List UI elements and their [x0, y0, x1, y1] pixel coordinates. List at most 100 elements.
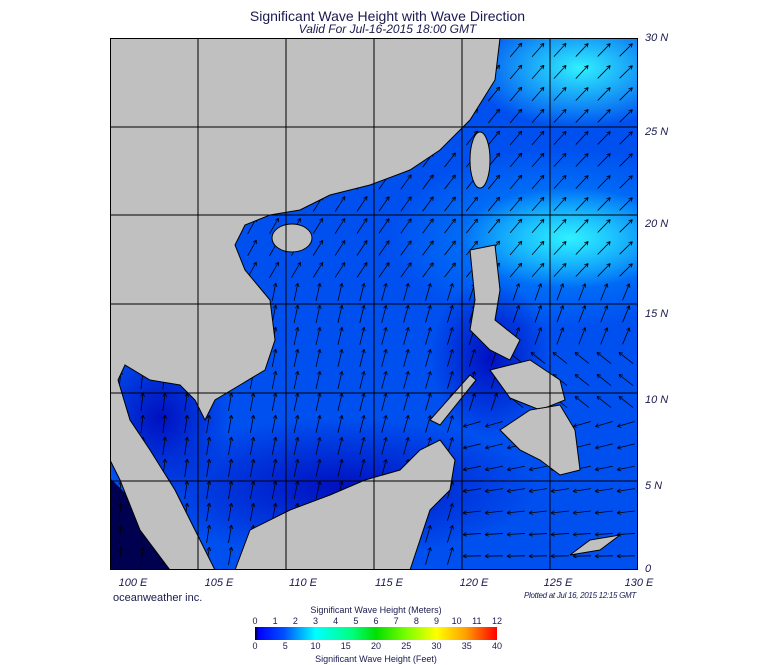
wave-arrow — [359, 326, 366, 345]
wave-arrow — [600, 283, 609, 301]
wave-arrow — [550, 553, 570, 559]
wave-arrow — [528, 532, 548, 537]
wave-arrow — [425, 393, 432, 411]
wave-arrow — [315, 436, 322, 455]
wave-arrow — [337, 392, 344, 411]
colorbar-tick: 30 — [431, 641, 442, 651]
wave-arrow — [574, 352, 590, 364]
wave-arrow — [334, 262, 346, 278]
wave-arrow — [312, 218, 324, 234]
wave-arrow — [512, 305, 520, 323]
wave-arrow — [293, 304, 300, 323]
colorbar-tick: 5 — [282, 641, 288, 651]
plotted-timestamp: Plotted at Jul 16, 2015 12:15 GMT — [524, 591, 636, 600]
map-subtitle: Valid For Jul-16-2015 18:00 GMT — [298, 22, 477, 36]
wave-arrow — [618, 396, 634, 408]
colorbar-tick: 5 — [353, 616, 359, 626]
wave-arrow — [531, 64, 545, 80]
wave-arrow — [291, 261, 302, 278]
wave-arrow — [619, 153, 633, 167]
colorbar-tick: 3 — [312, 616, 318, 626]
lon-label: 105 E — [204, 577, 234, 589]
wave-arrow — [293, 458, 300, 477]
wave-arrow — [315, 282, 322, 301]
wave-arrow — [572, 553, 592, 559]
lon-label: 130 E — [624, 577, 654, 589]
wave-arrow — [468, 393, 476, 411]
wave-arrow — [249, 436, 256, 455]
colorbar-tick: 0 — [252, 616, 258, 626]
wave-arrow — [531, 86, 545, 102]
wave-arrow — [140, 392, 145, 411]
wave-arrow — [572, 488, 591, 494]
wave-arrow — [597, 175, 611, 189]
wave-arrow — [312, 240, 324, 256]
wave-arrow — [444, 218, 456, 234]
wave-arrow — [271, 282, 278, 301]
wave-arrow — [531, 108, 545, 124]
wave-arrow — [597, 65, 611, 79]
wave-arrow — [530, 352, 546, 364]
wave-arrow — [594, 553, 614, 559]
wave-arrow — [293, 414, 300, 433]
wave-arrow — [531, 196, 545, 212]
wave-arrow — [534, 283, 543, 301]
wave-arrow — [315, 304, 322, 323]
wave-arrow — [381, 437, 388, 455]
wave-arrow — [425, 327, 432, 345]
wave-arrow — [162, 414, 167, 433]
wave-arrow — [531, 174, 545, 190]
wave-arrow — [553, 108, 567, 123]
wave-arrow — [506, 532, 526, 537]
wave-arrow — [447, 547, 454, 565]
wave-arrow — [506, 488, 525, 494]
wave-arrow — [422, 240, 434, 256]
wave-arrow — [575, 87, 589, 101]
wave-arrow — [293, 348, 300, 367]
wave-arrow — [162, 436, 167, 455]
wave-arrow — [594, 465, 613, 472]
wave-arrow — [619, 219, 633, 233]
wave-arrow — [162, 392, 167, 411]
wave-arrow — [447, 503, 454, 521]
land-mindanao — [499, 404, 581, 476]
wave-arrow — [444, 174, 456, 190]
wave-arrow — [249, 414, 256, 433]
wave-arrow — [553, 240, 567, 255]
wave-arrow — [531, 218, 545, 234]
wave-arrow — [269, 261, 279, 278]
colorbar-tick: 40 — [491, 641, 502, 651]
wave-arrow — [622, 305, 631, 323]
wave-arrow — [619, 87, 633, 101]
wave-arrow — [359, 392, 366, 411]
wave-arrow — [466, 218, 479, 234]
wave-arrow — [597, 241, 611, 255]
wave-arrow — [447, 305, 454, 323]
wave-arrow — [271, 502, 278, 521]
wave-arrow — [553, 262, 567, 277]
wave-arrow — [184, 392, 190, 411]
wave-arrow — [550, 510, 569, 515]
wave-arrow — [509, 174, 523, 190]
wave-arrow — [381, 283, 388, 301]
graticule — [110, 38, 638, 570]
wave-arrow — [315, 458, 322, 477]
wave-arrow — [619, 43, 633, 57]
wave-arrow — [378, 262, 390, 278]
land-borneo — [234, 439, 456, 570]
wave-arrow — [528, 465, 547, 472]
wave-arrow — [553, 86, 567, 101]
land-hainan — [271, 223, 313, 253]
wave-arrow — [228, 414, 234, 433]
wave-arrow — [484, 510, 503, 515]
colorbar-tick: 25 — [401, 641, 412, 651]
wave-arrow — [444, 262, 456, 278]
wave-arrow — [359, 414, 366, 433]
wave-arrow — [509, 218, 523, 234]
wave-arrow — [619, 109, 633, 123]
map-title: Significant Wave Height with Wave Direct… — [249, 8, 526, 24]
wave-arrow — [422, 218, 434, 234]
wave-arrow — [462, 532, 482, 537]
wave-arrow — [575, 109, 589, 123]
wave-arrow — [528, 488, 547, 494]
